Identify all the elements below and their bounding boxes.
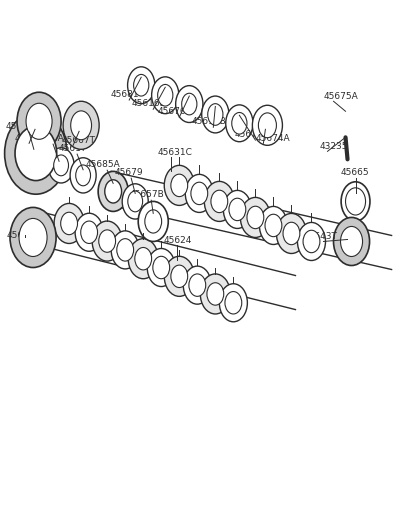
Ellipse shape [15, 126, 57, 181]
Ellipse shape [19, 218, 47, 256]
Ellipse shape [185, 174, 213, 212]
Ellipse shape [171, 174, 188, 197]
Ellipse shape [10, 208, 56, 267]
Ellipse shape [240, 197, 271, 238]
Text: 45667T: 45667T [61, 136, 95, 145]
Ellipse shape [189, 274, 206, 296]
Ellipse shape [200, 274, 230, 314]
Ellipse shape [61, 212, 77, 235]
Ellipse shape [211, 190, 228, 213]
Ellipse shape [341, 182, 370, 221]
Text: 45624: 45624 [163, 237, 192, 245]
Ellipse shape [135, 248, 151, 270]
Text: 45617: 45617 [59, 144, 87, 153]
Ellipse shape [247, 206, 264, 229]
Ellipse shape [164, 256, 194, 296]
Ellipse shape [145, 210, 162, 233]
Text: 45674A: 45674A [234, 130, 269, 139]
Ellipse shape [26, 103, 52, 139]
Ellipse shape [341, 226, 362, 256]
Ellipse shape [283, 222, 300, 244]
Ellipse shape [76, 165, 91, 186]
Ellipse shape [183, 266, 211, 304]
Ellipse shape [128, 67, 155, 104]
Ellipse shape [63, 101, 99, 149]
Ellipse shape [225, 292, 242, 314]
Ellipse shape [232, 113, 247, 134]
Text: 43235: 43235 [320, 142, 348, 152]
Ellipse shape [98, 171, 128, 211]
Text: 45643T: 45643T [303, 233, 337, 241]
Ellipse shape [105, 180, 122, 203]
Text: 45615B: 45615B [192, 117, 227, 127]
Ellipse shape [252, 105, 282, 145]
Ellipse shape [171, 265, 188, 288]
Text: 45618A: 45618A [30, 134, 64, 143]
Ellipse shape [164, 166, 194, 206]
Ellipse shape [151, 77, 179, 114]
Ellipse shape [134, 74, 149, 96]
Ellipse shape [70, 158, 96, 193]
Text: 45679: 45679 [115, 168, 143, 177]
Ellipse shape [333, 217, 369, 266]
Ellipse shape [345, 188, 366, 215]
Ellipse shape [207, 283, 224, 305]
Text: 45674A: 45674A [256, 134, 290, 143]
Ellipse shape [122, 184, 148, 219]
Ellipse shape [153, 256, 170, 279]
Ellipse shape [4, 113, 67, 194]
Text: 45681: 45681 [111, 90, 139, 99]
Ellipse shape [17, 92, 61, 151]
Text: 45676A: 45676A [158, 107, 193, 116]
Ellipse shape [191, 182, 208, 204]
Ellipse shape [182, 93, 197, 115]
Ellipse shape [81, 221, 98, 243]
Text: 45616B: 45616B [132, 100, 166, 108]
Ellipse shape [158, 85, 173, 106]
Ellipse shape [92, 221, 122, 261]
Ellipse shape [220, 284, 247, 322]
Text: 45675A: 45675A [324, 92, 358, 101]
Ellipse shape [75, 213, 103, 251]
Ellipse shape [71, 111, 92, 140]
Ellipse shape [226, 105, 253, 142]
Ellipse shape [128, 191, 143, 212]
Ellipse shape [117, 239, 134, 261]
Ellipse shape [128, 239, 158, 279]
Ellipse shape [259, 207, 288, 244]
Ellipse shape [202, 96, 229, 133]
Ellipse shape [99, 230, 115, 252]
Ellipse shape [229, 198, 246, 221]
Ellipse shape [277, 213, 307, 253]
Ellipse shape [297, 223, 326, 261]
Text: 45631C: 45631C [157, 148, 192, 157]
Ellipse shape [223, 190, 252, 228]
Ellipse shape [147, 249, 175, 286]
Ellipse shape [303, 230, 320, 253]
Ellipse shape [111, 231, 139, 269]
Ellipse shape [208, 104, 223, 125]
Text: 45624C: 45624C [15, 134, 50, 143]
Ellipse shape [265, 214, 282, 237]
Text: 45685A: 45685A [86, 160, 121, 169]
Text: 45665: 45665 [341, 168, 369, 177]
Text: 45657B: 45657B [130, 190, 164, 199]
Ellipse shape [176, 86, 203, 122]
Ellipse shape [54, 203, 84, 243]
Ellipse shape [258, 113, 277, 138]
Ellipse shape [54, 155, 68, 176]
Text: 45643T: 45643T [7, 231, 41, 240]
Text: 45652B: 45652B [6, 122, 41, 131]
Ellipse shape [48, 148, 74, 183]
Ellipse shape [138, 201, 168, 241]
Ellipse shape [204, 181, 234, 222]
